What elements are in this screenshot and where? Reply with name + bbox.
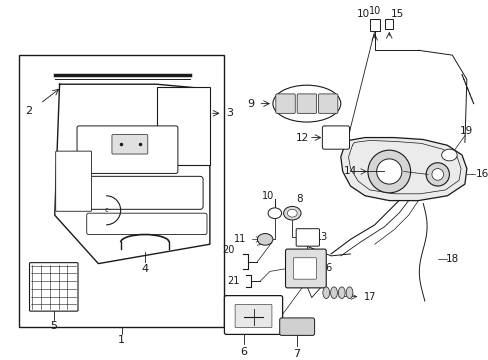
Ellipse shape — [441, 149, 456, 161]
Text: 1: 1 — [118, 335, 125, 345]
Text: 17: 17 — [363, 292, 375, 302]
Polygon shape — [340, 138, 466, 201]
FancyBboxPatch shape — [224, 296, 282, 334]
Text: 16: 16 — [475, 170, 488, 179]
FancyBboxPatch shape — [86, 213, 206, 234]
Text: 19: 19 — [459, 126, 472, 136]
Ellipse shape — [267, 208, 281, 219]
Text: 10: 10 — [356, 9, 369, 19]
Text: 21: 21 — [226, 276, 239, 286]
FancyBboxPatch shape — [279, 318, 314, 336]
FancyBboxPatch shape — [296, 229, 319, 246]
Text: 18: 18 — [445, 254, 458, 264]
Text: 7: 7 — [293, 349, 300, 359]
Text: 5: 5 — [50, 321, 57, 331]
Text: 20: 20 — [222, 245, 234, 255]
FancyBboxPatch shape — [156, 87, 209, 165]
Text: 6: 6 — [240, 347, 247, 357]
FancyBboxPatch shape — [293, 258, 316, 279]
FancyBboxPatch shape — [369, 19, 379, 31]
FancyBboxPatch shape — [318, 94, 337, 113]
FancyBboxPatch shape — [285, 249, 325, 288]
Ellipse shape — [346, 287, 352, 298]
Text: 16: 16 — [321, 264, 333, 274]
Text: c: c — [104, 207, 108, 213]
FancyBboxPatch shape — [56, 151, 91, 211]
FancyBboxPatch shape — [297, 94, 316, 113]
Text: 11: 11 — [233, 234, 245, 244]
FancyBboxPatch shape — [385, 19, 392, 29]
Ellipse shape — [330, 287, 337, 298]
Text: 3: 3 — [225, 108, 232, 118]
Ellipse shape — [272, 85, 340, 122]
Ellipse shape — [283, 206, 301, 220]
Text: 15: 15 — [389, 9, 403, 19]
FancyBboxPatch shape — [29, 263, 78, 311]
Circle shape — [431, 168, 443, 180]
Text: 13: 13 — [316, 233, 328, 242]
Text: 4: 4 — [141, 265, 148, 274]
FancyBboxPatch shape — [112, 135, 147, 154]
Ellipse shape — [287, 209, 297, 217]
Circle shape — [376, 159, 401, 184]
Bar — [19, 55, 224, 327]
Text: 10: 10 — [368, 6, 380, 17]
Ellipse shape — [338, 287, 345, 298]
FancyBboxPatch shape — [275, 94, 295, 113]
Ellipse shape — [257, 234, 272, 245]
Text: 10: 10 — [262, 191, 274, 201]
Text: 12: 12 — [295, 132, 308, 143]
Text: 2: 2 — [25, 106, 32, 116]
Circle shape — [367, 150, 410, 193]
Text: 8: 8 — [295, 194, 302, 204]
Ellipse shape — [322, 287, 329, 298]
FancyBboxPatch shape — [85, 176, 203, 209]
FancyBboxPatch shape — [322, 126, 349, 149]
Text: 9: 9 — [246, 99, 254, 109]
FancyBboxPatch shape — [235, 304, 271, 328]
Circle shape — [425, 163, 448, 186]
FancyBboxPatch shape — [77, 126, 178, 174]
Text: 14: 14 — [343, 166, 356, 176]
